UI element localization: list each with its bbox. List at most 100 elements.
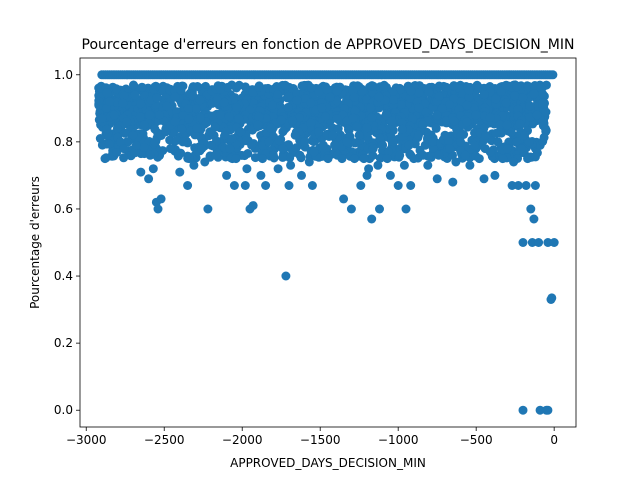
scatter-point [274,136,284,146]
scatter-point [291,143,301,153]
scatter-point [266,123,276,133]
y-tick-label: 1.0 [54,68,73,82]
y-tick-label: 0.8 [54,135,73,149]
scatter-point [119,144,129,154]
scatter-point [137,82,147,92]
scatter-point [414,130,423,140]
scatter-point [261,113,271,123]
y-tick-label: 0.0 [54,403,73,417]
scatter-point [409,154,419,164]
scatter-point [317,103,327,113]
scatter-point [123,137,133,147]
scatter-point [102,103,111,113]
scatter-point [431,123,441,133]
scatter-point [502,120,512,130]
scatter-point [378,81,388,91]
scatter-point [224,112,234,122]
scatter-point [288,116,298,126]
scatter-point [378,140,388,150]
scatter-points [94,70,559,415]
scatter-point [367,113,377,122]
scatter-point [184,114,194,124]
scatter-point [521,181,531,190]
scatter-point [509,157,519,167]
scatter-point [284,91,294,101]
scatter-point [471,110,481,120]
scatter-point [184,154,194,164]
scatter-point [393,181,403,190]
scatter-point [111,84,121,94]
scatter-point [448,177,458,187]
x-axis-ticks: −3000 −2500 −2000 −1500 −1000 −500 0 [66,427,558,447]
scatter-point [388,87,398,97]
scatter-point [428,137,437,147]
scatter-point [535,405,545,415]
scatter-point [405,93,415,103]
scatter-point [538,89,548,99]
scatter-point [350,106,360,116]
scatter-point [374,92,384,102]
x-tick-label: −500 [460,433,493,447]
scatter-point [297,81,307,91]
scatter-point [491,128,501,138]
scatter-point [278,144,288,154]
scatter-point [543,405,553,415]
scatter-point [183,181,193,190]
scatter-point [441,82,451,92]
scatter-point [191,104,201,114]
scatter-point [474,154,484,164]
scatter-point [139,142,149,152]
scatter-point [189,160,199,170]
scatter-point [318,140,328,150]
scatter-point [176,85,186,95]
scatter-point [501,98,511,108]
scatter-point [200,157,210,167]
scatter-point [223,82,233,92]
scatter-point [95,134,105,143]
scatter-point [490,170,500,180]
scatter-point [161,127,171,137]
scatter-point [128,130,138,140]
scatter-point [285,153,295,163]
scatter-point [407,114,417,124]
scatter-point [250,153,260,163]
scatter-point [532,110,542,120]
scatter-point [373,160,383,170]
scatter-point [479,90,489,100]
x-tick-label: −2000 [222,433,263,447]
scatter-point [368,151,378,160]
scatter-point [264,137,274,147]
scatter-point [130,148,140,158]
scatter-point [395,150,405,160]
scatter-point [104,139,114,149]
scatter-point [513,181,523,190]
x-tick-label: 0 [550,433,558,447]
scatter-point [516,144,526,154]
chart-title: Pourcentage d'erreurs en fonction de APP… [82,37,575,53]
scatter-point [342,137,352,147]
scatter-point [451,157,461,167]
scatter-point [518,238,528,247]
scatter-point [414,103,424,113]
scatter-point [290,130,300,140]
scatter-point [254,83,263,92]
scatter-point [118,98,128,108]
scatter-point [449,81,459,91]
scatter-point [470,140,480,150]
scatter-point [280,80,290,90]
scatter-point [547,293,557,303]
scatter-point [515,119,525,129]
scatter-point [240,82,250,92]
x-tick-label: −1000 [378,433,419,447]
scatter-point [158,85,168,95]
scatter-point [498,154,508,164]
scatter-point [328,130,338,140]
scatter-point [520,130,529,140]
scatter-point [541,124,550,134]
scatter-point [364,164,374,174]
scatter-point [349,92,359,102]
scatter-point [152,93,162,103]
x-tick-label: −3000 [66,433,107,447]
scatter-point [325,92,335,102]
scatter-point [464,85,474,95]
